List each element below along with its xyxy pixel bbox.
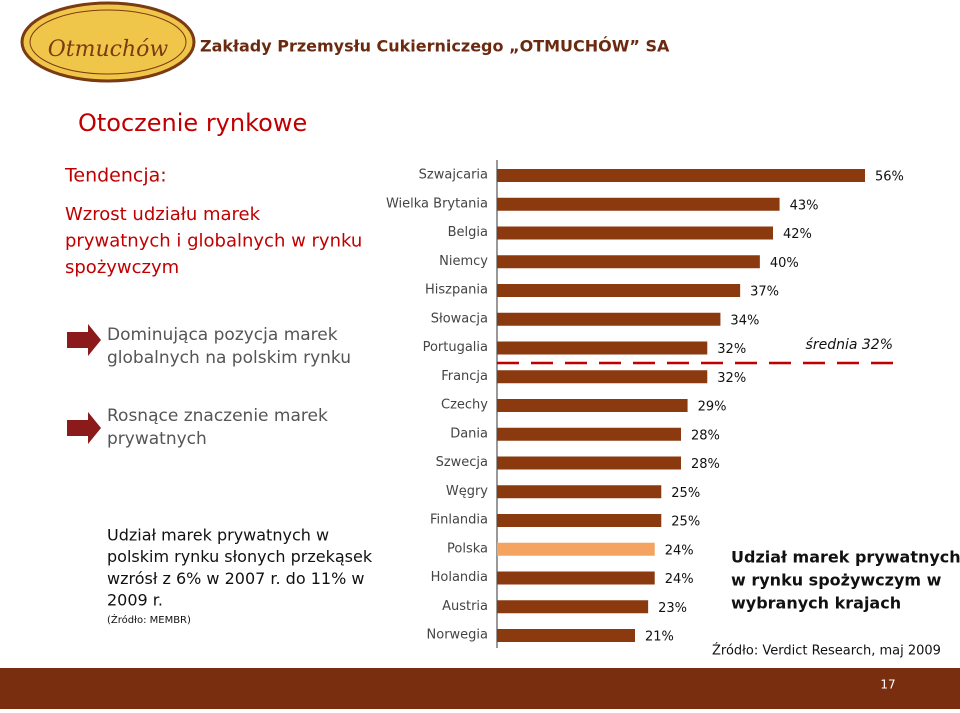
- page-number: 17: [880, 678, 895, 692]
- arrow: [67, 412, 101, 444]
- value-label: 23%: [658, 601, 687, 616]
- point-line: Rosnące znaczenie marek: [107, 406, 328, 426]
- arrow: [67, 324, 101, 356]
- value-label: 21%: [645, 630, 674, 645]
- chart-title-line: w rynku spożywczym w: [731, 571, 942, 590]
- bar: [497, 600, 649, 614]
- bar: [497, 255, 760, 269]
- category-label: Niemcy: [439, 254, 488, 269]
- bar: [497, 312, 721, 326]
- trend-label: Tendencja:: [64, 165, 167, 187]
- category-label: Szwajcaria: [419, 168, 488, 183]
- value-label: 34%: [730, 313, 759, 328]
- value-label: 43%: [790, 198, 819, 213]
- bar: [497, 284, 741, 297]
- logo: [20, 1, 196, 83]
- category-label: Szwecja: [436, 455, 488, 470]
- note-line: wzrósł z 6% w 2007 r. do 11% w: [107, 569, 364, 588]
- bar: [497, 427, 681, 441]
- value-label: 24%: [665, 572, 694, 587]
- value-label: 32%: [717, 342, 746, 357]
- category-label: Portugalia: [423, 340, 488, 355]
- value-label: 28%: [691, 428, 720, 443]
- bar: [497, 571, 655, 585]
- average-label: średnia 32%: [806, 337, 893, 353]
- bar: [497, 456, 681, 470]
- chart-title: Udział marek prywatnych w rynku spożywczy…: [731, 548, 960, 613]
- bar: [497, 542, 655, 556]
- value-label: 56%: [875, 170, 904, 185]
- chart-source: Źródło: Verdict Research, maj 2009: [712, 643, 941, 659]
- note: Udział marek prywatnych w polskim rynku s…: [107, 526, 373, 610]
- point-line: prywatnych: [107, 429, 207, 449]
- value-label: 25%: [671, 486, 700, 501]
- category-label: Hiszpania: [425, 283, 488, 298]
- category-label: Dania: [450, 426, 488, 441]
- trend-line: Wzrost udziału marek: [65, 204, 261, 225]
- logo-text: Otmuchów: [48, 37, 169, 62]
- note-source: (Źródło: MEMBR): [107, 613, 191, 626]
- slide-title: Otoczenie rynkowe: [78, 109, 307, 137]
- bar: [497, 226, 773, 240]
- category-label: Holandia: [431, 570, 488, 585]
- logo-ring: [29, 9, 187, 75]
- value-label: 25%: [671, 515, 700, 530]
- value-label: 32%: [717, 371, 746, 386]
- points: Dominująca pozycja marek globalnych na po…: [107, 325, 351, 449]
- trend-text: Wzrost udziału marek prywatnych i globaln…: [65, 204, 362, 278]
- category-label: Austria: [442, 599, 488, 614]
- point-line: globalnych na polskim rynku: [107, 348, 351, 368]
- value-label: 37%: [750, 285, 779, 300]
- category-label: Wielka Brytania: [386, 196, 488, 211]
- bar: [497, 514, 662, 527]
- value-label: 29%: [698, 400, 727, 415]
- category-label: Polska: [447, 541, 488, 556]
- footer: [0, 668, 960, 709]
- note-line: 2009 r.: [107, 591, 163, 610]
- trend-line: spożywczym: [65, 257, 179, 278]
- value-label: 24%: [665, 543, 694, 558]
- value-label: 28%: [691, 457, 720, 472]
- bar: [497, 169, 865, 182]
- bar: [497, 399, 688, 412]
- bar: [497, 629, 635, 642]
- point-line: Dominująca pozycja marek: [107, 325, 338, 345]
- bar: [497, 341, 708, 355]
- value-label: 40%: [770, 256, 799, 271]
- trend-line: prywatnych i globalnych w rynku: [65, 231, 362, 252]
- bars: Szwajcaria 56% Wielka Brytania 43% Belgia 42%…: [386, 168, 904, 645]
- bar: [497, 485, 662, 499]
- chart-title-line: Udział marek prywatnych: [731, 548, 960, 567]
- company-name: Zakłady Przemysłu Cukierniczego „OTMUCHÓ…: [200, 37, 670, 56]
- chart-title-line: wybranych krajach: [731, 594, 901, 613]
- bar: [497, 370, 708, 384]
- category-label: Francja: [441, 369, 488, 384]
- category-label: Norwegia: [427, 628, 488, 643]
- note-line: Udział marek prywatnych w: [107, 526, 329, 545]
- bar: [497, 197, 780, 211]
- category-label: Czechy: [441, 398, 488, 413]
- note-line: polskim rynku słonych przekąsek: [107, 547, 373, 566]
- category-label: Finlandia: [430, 513, 488, 528]
- value-label: 42%: [783, 227, 812, 242]
- category-label: Węgry: [446, 484, 488, 499]
- category-label: Słowacja: [431, 311, 488, 326]
- category-label: Belgia: [448, 225, 488, 240]
